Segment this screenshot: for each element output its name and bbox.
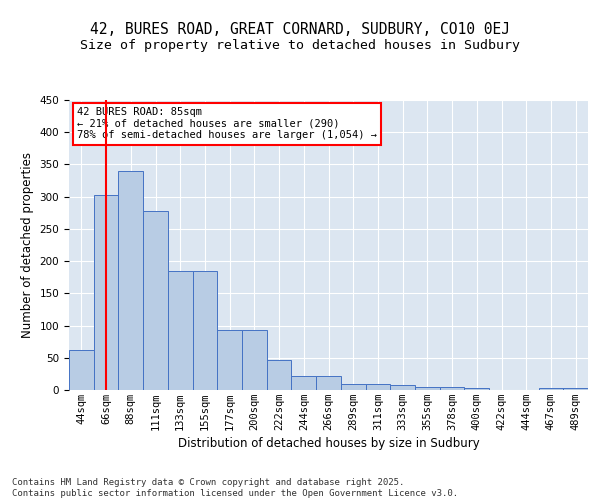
Bar: [118, 171, 143, 390]
Text: 42, BURES ROAD, GREAT CORNARD, SUDBURY, CO10 0EJ: 42, BURES ROAD, GREAT CORNARD, SUDBURY, …: [90, 22, 510, 38]
Bar: [563, 388, 588, 390]
Text: 42 BURES ROAD: 85sqm
← 21% of detached houses are smaller (290)
78% of semi-deta: 42 BURES ROAD: 85sqm ← 21% of detached h…: [77, 108, 377, 140]
Bar: [193, 271, 217, 390]
Bar: [143, 211, 168, 390]
Bar: [415, 387, 440, 390]
Text: Size of property relative to detached houses in Sudbury: Size of property relative to detached ho…: [80, 38, 520, 52]
Bar: [217, 330, 242, 390]
Bar: [365, 384, 390, 390]
Bar: [390, 386, 415, 390]
Bar: [69, 350, 94, 390]
Text: Contains HM Land Registry data © Crown copyright and database right 2025.
Contai: Contains HM Land Registry data © Crown c…: [12, 478, 458, 498]
Bar: [316, 376, 341, 390]
Bar: [242, 330, 267, 390]
Bar: [267, 360, 292, 390]
Bar: [94, 194, 118, 390]
Bar: [168, 271, 193, 390]
Bar: [341, 384, 365, 390]
Bar: [292, 376, 316, 390]
Bar: [440, 387, 464, 390]
Bar: [539, 388, 563, 390]
X-axis label: Distribution of detached houses by size in Sudbury: Distribution of detached houses by size …: [178, 437, 479, 450]
Bar: [464, 388, 489, 390]
Y-axis label: Number of detached properties: Number of detached properties: [21, 152, 34, 338]
